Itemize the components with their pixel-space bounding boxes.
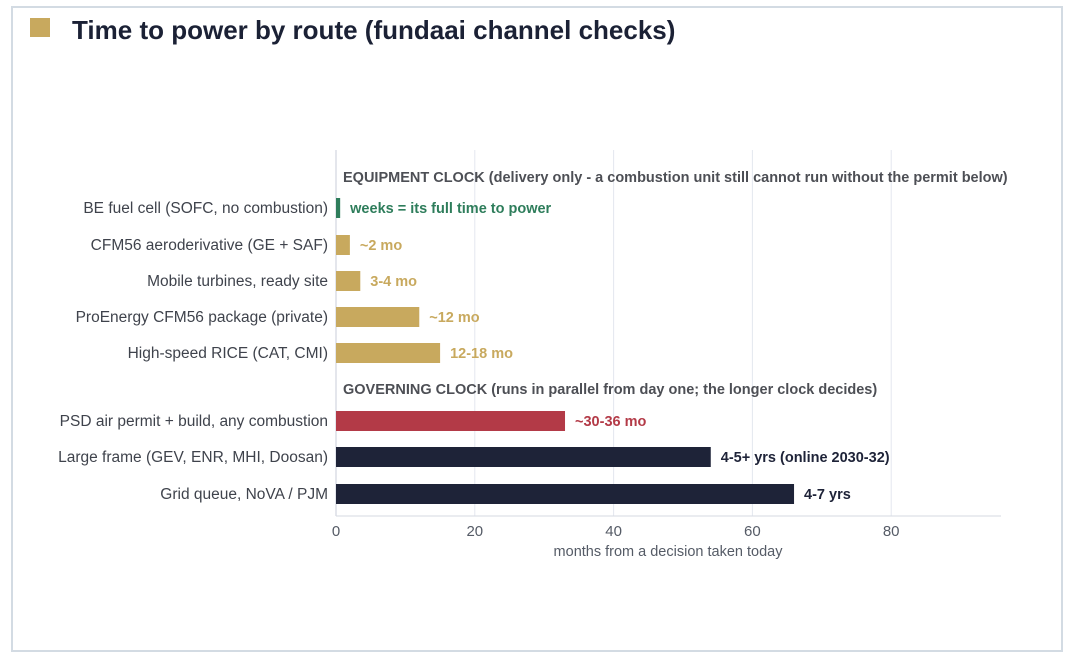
data-label: weeks = its full time to power bbox=[349, 201, 551, 217]
bar bbox=[336, 198, 341, 218]
x-tick-label: 20 bbox=[466, 523, 483, 540]
category-label: Mobile turbines, ready site bbox=[147, 273, 328, 290]
x-tick-label: 40 bbox=[605, 523, 622, 540]
category-label: Large frame (GEV, ENR, MHI, Doosan) bbox=[58, 449, 328, 466]
bar bbox=[336, 235, 350, 255]
data-label: 3-4 mo bbox=[370, 274, 417, 290]
data-label: 12-18 mo bbox=[450, 346, 513, 362]
category-label: PSD air permit + build, any combustion bbox=[60, 413, 328, 430]
category-label: ProEnergy CFM56 package (private) bbox=[76, 309, 328, 326]
category-label: High-speed RICE (CAT, CMI) bbox=[128, 345, 328, 362]
bar bbox=[336, 411, 566, 431]
category-label: CFM56 aeroderivative (GE + SAF) bbox=[91, 237, 328, 254]
x-axis-title: months from a decision taken today bbox=[554, 544, 784, 560]
category-label: BE fuel cell (SOFC, no combustion) bbox=[83, 200, 328, 217]
bar bbox=[336, 343, 441, 363]
category-label: Grid queue, NoVA / PJM bbox=[160, 486, 328, 503]
data-label: ~2 mo bbox=[360, 238, 402, 254]
bar bbox=[336, 447, 711, 467]
x-tick-label: 80 bbox=[883, 523, 900, 540]
bar bbox=[336, 271, 361, 291]
section-header: EQUIPMENT CLOCK (delivery only - a combu… bbox=[343, 170, 1008, 186]
data-label: ~30-36 mo bbox=[575, 414, 646, 430]
section-header: GOVERNING CLOCK (runs in parallel from d… bbox=[343, 382, 877, 398]
bar bbox=[336, 484, 795, 504]
title-marker-icon bbox=[30, 18, 50, 37]
page-title: Time to power by route (fundaai channel … bbox=[72, 15, 676, 45]
x-tick-label: 0 bbox=[332, 523, 340, 540]
x-tick-label: 60 bbox=[744, 523, 761, 540]
data-label: 4-5+ yrs (online 2030-32) bbox=[721, 450, 890, 466]
chart-panel bbox=[11, 6, 1063, 652]
data-label: 4-7 yrs bbox=[804, 487, 851, 503]
bar bbox=[336, 307, 420, 327]
data-label: ~12 mo bbox=[429, 310, 480, 326]
